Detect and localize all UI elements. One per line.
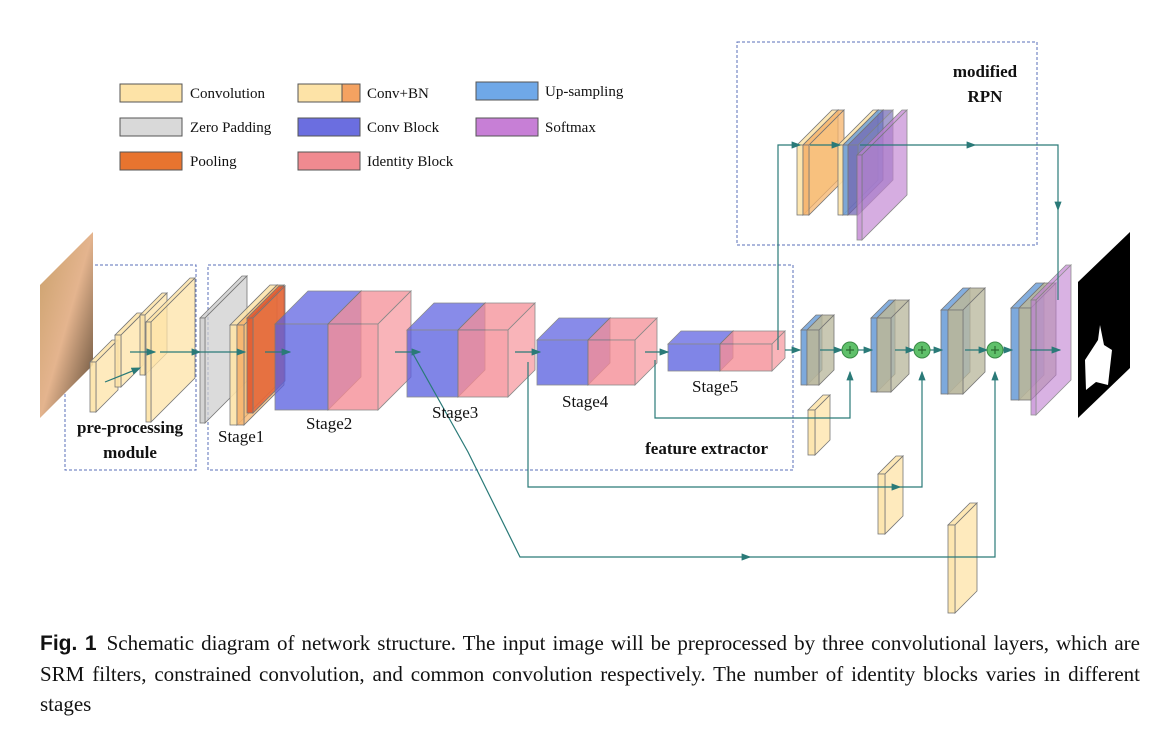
legend-label: Up-sampling <box>545 84 624 100</box>
feature-extractor-label: feature extractor <box>645 439 768 458</box>
rpn-label-2: RPN <box>968 87 1004 106</box>
legend-swatch-pooling <box>119 151 183 171</box>
output-mask <box>1078 232 1130 418</box>
preprocessing-module-box <box>64 264 197 471</box>
network-diagram: Convolution Zero Padding Pooling Conv+BN… <box>40 41 1130 614</box>
stage3-label: Stage3 <box>432 403 478 422</box>
legend-swatch-convolution <box>119 83 183 103</box>
softmax-layer <box>1030 264 1072 416</box>
legend-swatch-softmax <box>475 117 539 137</box>
legend-label: Softmax <box>545 120 596 136</box>
legend-label: Conv Block <box>367 120 440 136</box>
connection-arrow <box>975 144 1062 212</box>
add-node-icon <box>986 341 1004 359</box>
preprocessing-label-2: module <box>103 443 157 462</box>
stage5-label: Stage5 <box>692 377 738 396</box>
connection-arrow <box>750 370 999 558</box>
conv-layer <box>806 314 835 386</box>
legend-label: Convolution <box>190 86 266 102</box>
legend-swatch-zero-padding <box>119 117 183 137</box>
connection-arrow <box>411 351 752 561</box>
legend-swatch-conv-bn <box>297 83 343 103</box>
figure-number: Fig. 1 <box>40 632 97 655</box>
legend-label: Identity Block <box>367 154 454 170</box>
connection-arrow <box>104 367 142 383</box>
legend-swatch-identity-block <box>297 151 361 171</box>
connection-arrow <box>654 360 820 419</box>
conv-layer <box>807 394 831 456</box>
conv-layer <box>145 277 196 423</box>
legend-label: Conv+BN <box>367 86 429 102</box>
mask-region <box>1085 325 1112 390</box>
caption-text: Schematic diagram of network structure. … <box>40 631 1140 716</box>
add-node-icon <box>841 341 859 359</box>
identity-block <box>719 330 786 372</box>
modified-rpn-box <box>736 41 1038 246</box>
rpn-label: modified <box>953 62 1018 81</box>
legend-label: Pooling <box>190 154 237 170</box>
identity-block <box>587 317 658 386</box>
connection-arrow <box>900 370 926 488</box>
conv-bn-layer <box>802 109 845 216</box>
legend: Convolution Zero Padding Pooling Conv+BN… <box>119 81 624 171</box>
connection-arrow <box>820 370 854 419</box>
identity-block <box>327 290 412 411</box>
legend-swatch-up-sampling <box>475 81 539 101</box>
connection-arrow <box>527 362 902 491</box>
legend-swatch-conv-bn-part <box>341 83 361 103</box>
stage4-label: Stage4 <box>562 392 609 411</box>
input-image <box>40 232 93 418</box>
connection-arrow <box>777 141 802 350</box>
add-node-icon <box>913 341 931 359</box>
legend-label: Zero Padding <box>190 120 272 136</box>
preprocessing-label: pre-processing <box>77 418 184 437</box>
conv-layer <box>89 339 119 413</box>
stage1-label: Stage1 <box>218 427 264 446</box>
conv-layer <box>877 455 904 535</box>
conv-layer <box>947 287 986 395</box>
stage2-label: Stage2 <box>306 414 352 433</box>
conv-layer <box>876 299 910 393</box>
legend-swatch-conv-block <box>297 117 361 137</box>
conv-layer <box>947 502 978 614</box>
figure-caption: Fig. 1 Schematic diagram of network struc… <box>40 628 1140 719</box>
softmax-layer <box>856 109 908 241</box>
